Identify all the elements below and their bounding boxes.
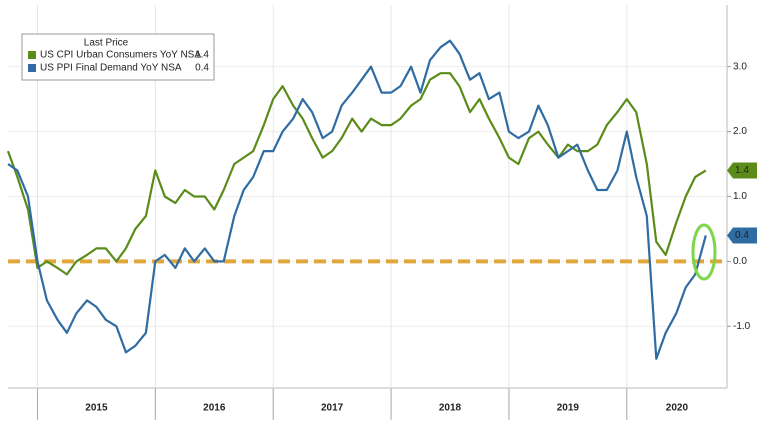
last-value-label: 1.4 — [735, 165, 749, 176]
legend-label: US CPI Urban Consumers YoY NSA — [40, 50, 201, 61]
legend-title: Last Price — [84, 38, 129, 49]
x-tick-label: 2016 — [203, 403, 226, 414]
legend: Last Price US CPI Urban Consumers YoY NS… — [21, 33, 215, 81]
x-tick-label: 2017 — [321, 403, 344, 414]
y-tick-label: 1.0 — [733, 191, 747, 202]
x-tick-label: 2019 — [557, 403, 580, 414]
y-tick-label: 3.0 — [733, 61, 747, 72]
x-tick-label: 2015 — [85, 403, 108, 414]
x-tick-label: 2020 — [666, 403, 689, 414]
legend-swatch — [28, 51, 36, 59]
last-value-tag — [727, 162, 757, 179]
y-tick-label: 0.0 — [733, 256, 747, 267]
legend-swatch — [28, 64, 36, 72]
grid: -1.0 0.0 1.0 2.0 3.0 2015 2016 2017 2018 2019 2020 — [8, 5, 751, 420]
y-tick-label: -1.0 — [733, 321, 751, 332]
x-tick-label: 2018 — [439, 403, 462, 414]
series-line — [7, 39, 707, 360]
legend-label: US PPI Final Demand YoY NSA — [40, 63, 182, 74]
lines — [6, 39, 707, 360]
series-line — [6, 72, 707, 276]
legend-value: 1.4 — [195, 50, 209, 61]
legend-value: 0.4 — [195, 63, 209, 74]
y-tick-label: 2.0 — [733, 126, 747, 137]
legend-box — [21, 33, 215, 81]
highlight-ellipse — [691, 223, 717, 281]
last-value-tag — [727, 227, 757, 244]
last-value-label: 0.4 — [735, 230, 749, 241]
